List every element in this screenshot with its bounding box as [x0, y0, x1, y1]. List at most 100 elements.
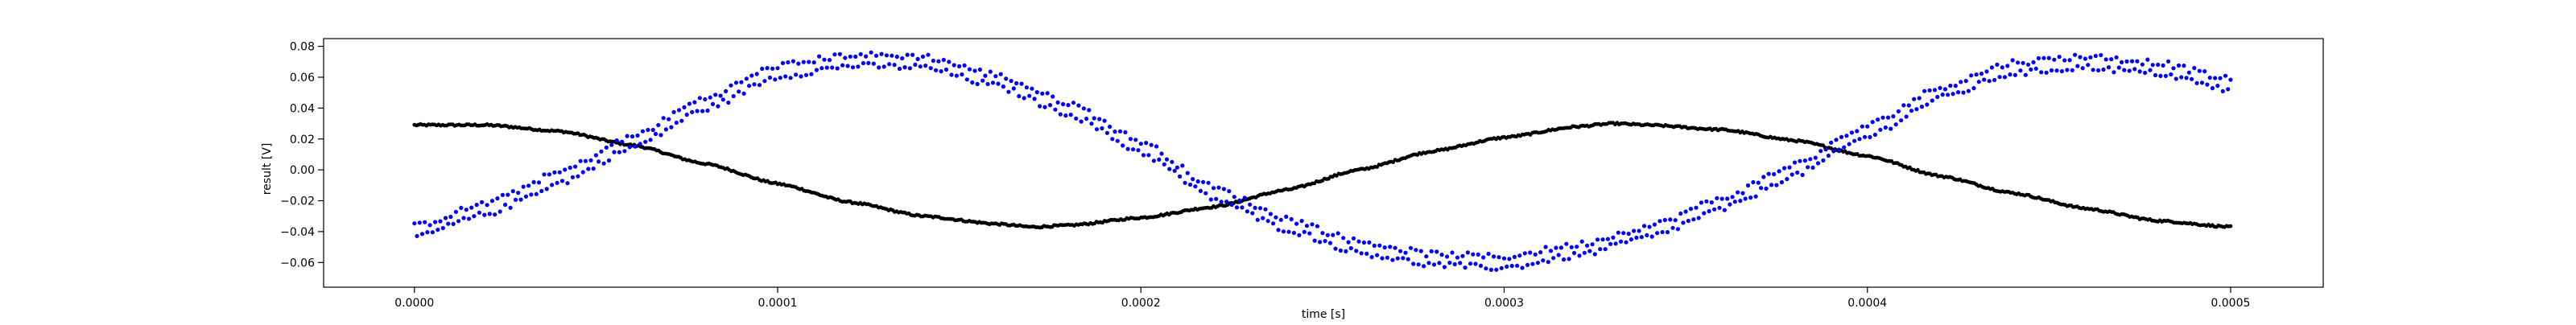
data-point	[427, 223, 432, 228]
data-point	[1641, 224, 1647, 228]
data-point	[1670, 225, 1675, 230]
series-layer	[412, 50, 2233, 272]
data-point	[555, 180, 559, 185]
data-point	[788, 76, 793, 80]
x-tick-label: 0.0004	[1847, 297, 1887, 310]
data-point	[1191, 177, 1195, 182]
data-point	[905, 52, 910, 57]
data-point	[960, 72, 964, 77]
data-point	[640, 129, 646, 134]
data-point	[1068, 113, 1073, 117]
data-point	[1481, 255, 1486, 260]
data-point	[783, 74, 788, 79]
data-point	[523, 194, 529, 199]
data-point	[1393, 245, 1397, 250]
data-point	[593, 153, 599, 158]
data-point	[1876, 117, 1880, 122]
data-point	[1447, 261, 1452, 265]
data-point	[1579, 239, 1584, 244]
data-point	[1756, 180, 1761, 185]
data-point	[1359, 251, 1364, 256]
data-point	[907, 66, 912, 71]
data-point	[1364, 251, 1369, 256]
data-point	[1655, 231, 1660, 236]
data-point	[633, 144, 638, 149]
data-point	[2116, 65, 2121, 70]
data-point	[2049, 68, 2054, 73]
data-point	[552, 170, 557, 175]
data-point	[762, 79, 767, 84]
data-point	[1136, 148, 1141, 153]
data-point	[2194, 80, 2199, 85]
data-point	[2166, 59, 2171, 64]
data-point	[1551, 256, 1556, 261]
data-point	[1299, 219, 1304, 224]
data-point	[1855, 129, 1860, 134]
data-point	[1113, 130, 1117, 134]
data-point	[864, 54, 869, 59]
data-point	[1185, 171, 1190, 175]
data-point	[1361, 240, 1366, 245]
data-point	[1257, 206, 1263, 211]
data-point	[2114, 55, 2119, 60]
data-point	[1094, 127, 1100, 132]
data-point	[1600, 237, 1605, 242]
data-point	[1704, 199, 1709, 204]
data-point	[972, 68, 977, 73]
data-point	[2199, 80, 2205, 85]
data-point	[2228, 77, 2233, 82]
data-point	[1829, 140, 1834, 145]
data-point	[1736, 190, 1740, 195]
data-point	[1061, 101, 1066, 107]
data-point	[658, 133, 663, 138]
data-point	[1779, 179, 1784, 185]
data-point	[1245, 209, 1249, 214]
data-point	[1798, 158, 1802, 163]
data-point	[843, 56, 848, 60]
data-point	[1558, 245, 1563, 250]
data-point	[1240, 205, 1245, 210]
data-point	[1618, 239, 1624, 244]
data-point	[2080, 66, 2085, 71]
data-point	[1435, 249, 1439, 254]
data-point	[996, 81, 1001, 86]
data-point	[606, 158, 612, 163]
data-point	[957, 64, 962, 68]
data-point	[1439, 253, 1444, 257]
data-point	[653, 131, 658, 137]
data-point	[1598, 247, 1603, 252]
data-point	[1569, 245, 1574, 249]
data-point	[760, 66, 765, 72]
data-point	[1795, 170, 1800, 175]
data-point	[1515, 263, 1520, 268]
data-point	[1904, 114, 1909, 119]
data-point	[1901, 103, 1906, 108]
data-point	[565, 181, 570, 186]
data-point	[2176, 63, 2182, 68]
data-point	[1017, 93, 1022, 99]
data-point	[1092, 116, 1096, 121]
data-point	[1356, 239, 1361, 244]
data-point	[1452, 261, 1457, 267]
data-point	[1626, 232, 1631, 237]
data-point	[1592, 252, 1597, 257]
data-point	[1868, 134, 1872, 140]
data-point	[811, 60, 816, 65]
data-point	[1976, 80, 1981, 84]
data-point	[708, 95, 712, 100]
y-tick-label: −0.06	[280, 257, 315, 269]
data-point	[1528, 250, 1533, 255]
data-point	[1034, 90, 1039, 95]
data-point	[419, 232, 425, 237]
data-point	[542, 172, 547, 177]
data-point	[890, 53, 894, 58]
data-point	[1463, 265, 1468, 270]
data-point	[739, 80, 744, 84]
data-point	[518, 197, 523, 202]
data-point	[2057, 55, 2062, 60]
data-point	[1878, 127, 1883, 132]
data-point	[480, 200, 485, 204]
data-point	[1014, 80, 1019, 86]
data-point	[1408, 245, 1414, 250]
data-point	[1637, 228, 1641, 233]
